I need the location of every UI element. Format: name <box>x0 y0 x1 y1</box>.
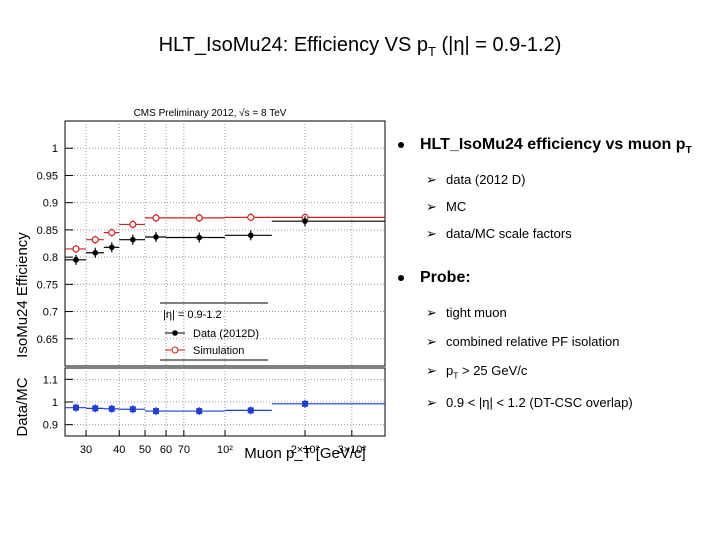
data-point <box>92 249 99 256</box>
x-tick-label: 40 <box>113 444 125 456</box>
data-point <box>153 234 159 240</box>
mc-point <box>72 245 80 253</box>
ratio-point <box>196 408 203 415</box>
y-tick-label-top: 0.75 <box>37 279 58 291</box>
chart-title: CMS Preliminary 2012, √s = 8 TeV <box>134 107 287 119</box>
ratio-point <box>92 405 99 412</box>
x-tick-label: 30 <box>80 444 92 456</box>
x-axis-label: Muon p_T [GeV/c] <box>244 445 365 462</box>
bullet-efficiency: HLT_IsoMu24 efficiency vs muon pT <box>398 136 720 156</box>
data-point <box>196 234 203 241</box>
data-point <box>130 236 136 243</box>
slide-title: HLT_IsoMu24: Efficiency VS pT (|η| = 0.9… <box>158 34 562 59</box>
y-tick-label-top: 0.85 <box>37 225 58 237</box>
sub-bullet-mc: ➢ MC <box>426 199 467 215</box>
x-tick-label: 50 <box>139 444 151 456</box>
y-tick-label-top: 1 <box>52 143 58 155</box>
data-point <box>247 232 254 239</box>
y-tick-label-ratio: 1 <box>52 397 58 409</box>
ratio-point <box>129 406 136 413</box>
y-axis-label-ratio: Data/MC <box>14 377 31 436</box>
mc-point <box>152 214 160 222</box>
mc-point <box>91 236 99 244</box>
data-point <box>302 218 308 224</box>
x-tick-label: 2×10² <box>291 444 320 456</box>
data-point <box>108 244 115 251</box>
efficiency-figure: 30 40 50 60 70 10² 2×10² 3×10² 1 0.95 0.9 0.85 0.8 0.… <box>14 107 386 462</box>
y-tick-label-top: 0.9 <box>43 198 58 210</box>
legend-marker-data <box>172 330 178 336</box>
y-tick-label-top: 0.95 <box>37 170 58 182</box>
legend-label-mc: Simulation <box>193 345 244 357</box>
y-tick-label-top: 0.7 <box>43 307 58 319</box>
x-tick-label: 60 <box>160 444 172 456</box>
data-point <box>73 257 79 263</box>
x-tick-label: 10² <box>217 444 233 456</box>
legend-label-data: Data (2012D) <box>193 328 259 340</box>
ratio-point <box>73 404 80 411</box>
legend-header: |η| = 0.9-1.2 <box>163 309 222 321</box>
y-tick-label-top: 0.65 <box>37 334 58 346</box>
mc-point <box>247 213 255 221</box>
y-tick-label-ratio: 1.1 <box>43 374 58 386</box>
mc-point <box>129 220 137 229</box>
x-tick-label: 70 <box>178 444 190 456</box>
bullet-list: HLT_IsoMu24 efficiency vs muon pT ➢ data … <box>398 136 720 410</box>
y-tick-label-top: 0.8 <box>43 252 58 264</box>
legend-marker-mc <box>171 346 179 354</box>
x-tick-label: 3×10² <box>338 444 367 456</box>
sub-bullet-data: ➢ data (2012 D) <box>426 172 526 188</box>
sub-bullet-tight-muon: ➢ tight muon <box>426 305 507 321</box>
y-tick-label-ratio: 0.9 <box>43 420 58 432</box>
sub-bullet-pt-cut: ➢ pT > 25 GeV/c <box>426 363 528 381</box>
y-axis-label-efficiency: IsoMu24 Efficiency <box>14 232 31 358</box>
mc-point <box>195 214 203 222</box>
ratio-point <box>153 408 160 415</box>
mc-point <box>108 229 116 237</box>
sub-bullet-isolation: ➢ combined relative PF isolation <box>426 334 620 350</box>
bullet-probe: Probe: <box>398 269 720 287</box>
ratio-point <box>302 400 308 407</box>
sub-bullet-scale-factors: ➢ data/MC scale factors <box>426 226 572 242</box>
ratio-point <box>247 407 254 414</box>
ratio-point <box>108 405 115 412</box>
sub-bullet-eta-range: ➢ 0.9 < |η| < 1.2 (DT-CSC overlap) <box>426 394 633 410</box>
